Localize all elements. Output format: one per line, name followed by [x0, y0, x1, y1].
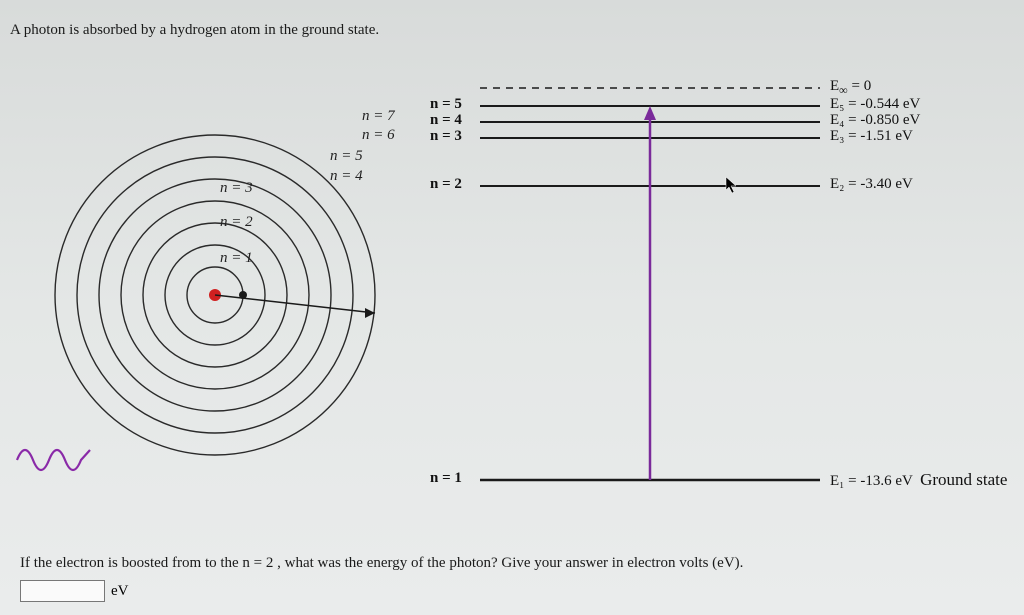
- answer-input[interactable]: [20, 580, 105, 602]
- level-right-n1: E₁ = -13.6 eV Ground state: [830, 470, 1007, 490]
- page-wrapper: A photon is absorbed by a hydrogen atom …: [0, 0, 1024, 615]
- unit-label: eV: [111, 583, 129, 600]
- level-right-n3: E₃ = -1.51 eV: [830, 128, 913, 145]
- level-left-n3: n = 3: [430, 128, 462, 145]
- level-right-n4: E₄ = -0.850 eV: [830, 112, 920, 129]
- level-right-n5: E₅ = -0.544 eV: [830, 96, 920, 113]
- orbit-label-n3: n = 3: [218, 180, 255, 197]
- orbit-label-n5: n = 5: [328, 148, 365, 165]
- question-prompt-bottom: If the electron is boosted from to the n…: [20, 555, 1000, 572]
- orbit-label-n6: n = 6: [360, 127, 397, 144]
- level-left-n1: n = 1: [430, 470, 462, 487]
- cursor-icon: [725, 176, 741, 196]
- level-left-n4: n = 4: [430, 112, 462, 129]
- level-left-n2: n = 2: [430, 176, 462, 193]
- level-right-n∞: E∞ = 0: [830, 78, 871, 98]
- orbit-label-n2: n = 2: [218, 214, 255, 231]
- energy-level-diagram: E∞ = 0 n = 5 E₅ = -0.544 eV n = 4 E₄ = -0.85…: [420, 80, 1010, 520]
- question-prompt-top: A photon is absorbed by a hydrogen atom …: [10, 22, 379, 39]
- level-left-n5: n = 5: [430, 96, 462, 113]
- orbit-label-n1: n = 1: [218, 250, 255, 267]
- answer-row: eV: [20, 580, 129, 602]
- orbit-label-n4: n = 4: [328, 168, 365, 185]
- orbit-label-n7: n = 7: [360, 108, 397, 125]
- photon-icon: [15, 430, 95, 480]
- level-right-n2: E₂ = -3.40 eV: [830, 176, 913, 193]
